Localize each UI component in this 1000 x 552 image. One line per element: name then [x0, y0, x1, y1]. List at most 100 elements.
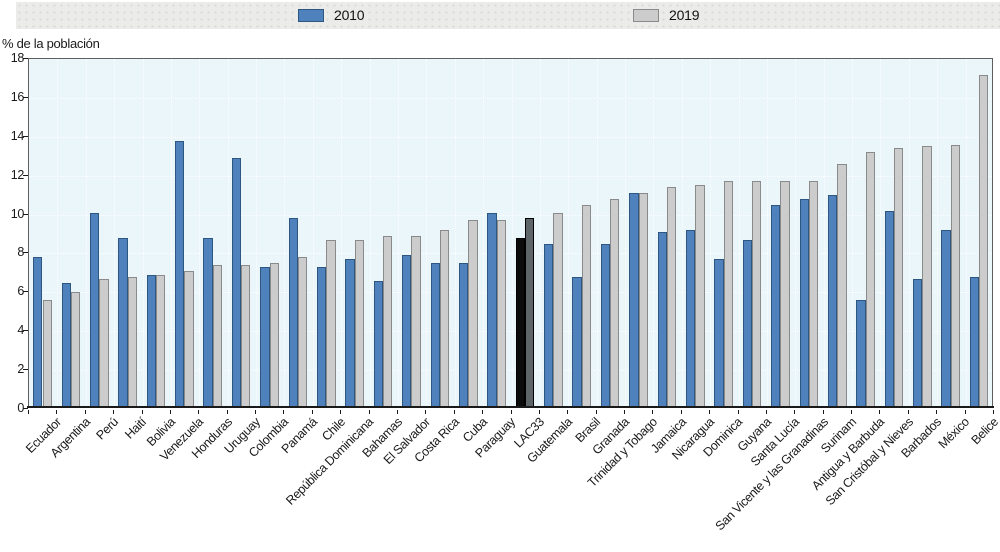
x-tick-mark: [84, 410, 86, 414]
x-tick-mark: [936, 410, 938, 414]
bar-2010-Paraguay: [487, 212, 497, 407]
gridline-vertical: [199, 59, 201, 407]
x-tick-mark: [169, 410, 171, 414]
bar-2019-Guyana: [752, 181, 762, 407]
bar-2019-Venezuela: [184, 270, 194, 407]
legend-swatch-2010-icon: [298, 8, 324, 22]
bar-2019-Granada: [610, 198, 620, 407]
gridline-horizontal: [29, 214, 992, 216]
bar-2019-Bahamas: [383, 235, 393, 407]
gridline-vertical: [397, 59, 399, 407]
y-tick-label: 14: [10, 128, 25, 143]
bar-2010-Ecuador: [33, 257, 43, 407]
legend-strip: 2010 2019: [16, 2, 1000, 29]
gridline-vertical: [227, 59, 229, 407]
bar-2019-Argentina: [70, 292, 81, 407]
bar-2019-Santa Lucía: [780, 181, 790, 407]
bar-2010-Venezuela: [175, 140, 185, 407]
y-tick-mark: [23, 213, 28, 215]
legend-label-2019: 2019: [669, 7, 700, 23]
gridline-vertical: [937, 59, 939, 407]
gridline-vertical: [369, 59, 371, 407]
y-tick-mark: [23, 96, 28, 98]
y-tick-mark: [23, 369, 28, 371]
y-tick-label: 0: [17, 401, 24, 415]
x-axis-line: [27, 406, 994, 408]
gridline-vertical: [170, 59, 172, 407]
bar-2010-Nicaragua: [685, 230, 696, 407]
bar-2010-San Cristóbal y Nieves: [884, 210, 894, 407]
gridline-horizontal: [29, 175, 992, 177]
bar-2019-Chile: [326, 239, 336, 407]
bar-2019-Nicaragua: [695, 185, 705, 407]
legend-label-2010: 2010: [334, 7, 365, 23]
x-tick-mark: [482, 410, 484, 414]
gridline-vertical: [426, 59, 428, 407]
bar-2019-Costa Rica: [439, 230, 450, 407]
x-tick-mark: [538, 410, 540, 414]
x-tick-mark: [255, 410, 257, 414]
gridline-vertical: [625, 59, 627, 407]
bar-2010-Barbados: [913, 278, 923, 407]
x-tick-mark: [765, 410, 767, 414]
gridline-horizontal: [29, 136, 992, 138]
bar-2010-Uruguay: [231, 158, 242, 407]
bar-2019-Barbados: [922, 146, 932, 407]
bar-2019-Panamá: [297, 257, 308, 407]
bar-2010-Chile: [317, 267, 327, 407]
x-tick-mark: [396, 410, 398, 414]
bar-2019-Paraguay: [496, 220, 506, 407]
bar-2010-Santa Lucía: [771, 204, 781, 407]
gridline-vertical: [454, 59, 456, 407]
gridline-vertical: [852, 59, 854, 407]
y-tick-mark: [23, 330, 28, 332]
x-tick-mark: [28, 410, 29, 414]
gridline-vertical: [681, 59, 683, 407]
y-tick-label: 10: [10, 206, 25, 221]
y-tick-label: 4: [17, 323, 24, 338]
bar-2010-Guyana: [742, 239, 753, 407]
gridline-vertical: [908, 59, 910, 407]
bar-2019-Surinam: [837, 163, 847, 407]
x-tick-mark: [141, 410, 143, 414]
bar-2010-Guatemala: [544, 243, 554, 407]
bar-2010-Trinidad y Tobago: [629, 193, 639, 407]
gridline-vertical: [483, 59, 485, 407]
bar-2010-México: [941, 230, 951, 407]
y-axis-title: % de la población: [2, 36, 100, 51]
y-tick-mark: [23, 174, 28, 176]
x-tick-mark: [794, 410, 796, 414]
bar-2010-Haití: [118, 237, 128, 407]
plot-area: [28, 58, 993, 408]
gridline-vertical: [312, 59, 314, 407]
x-tick-mark: [652, 410, 654, 414]
gridline-vertical: [568, 59, 570, 407]
x-tick-mark: [624, 410, 626, 414]
gridline-vertical: [823, 59, 825, 407]
bar-2019-Colombia: [269, 263, 279, 407]
bar-2019-Honduras: [212, 265, 223, 407]
legend-item-2019: 2019: [633, 7, 700, 23]
y-tick-label: 8: [17, 245, 24, 260]
gridline-vertical: [142, 59, 144, 407]
bar-2010-Bolivia: [146, 274, 157, 407]
bar-2019-El Salvador: [411, 235, 421, 407]
bar-2010-LAC33: [515, 237, 525, 407]
bar-2019-Uruguay: [241, 265, 251, 407]
gridline-vertical: [256, 59, 258, 407]
gridline-vertical: [738, 59, 740, 407]
bar-2010-Panamá: [288, 218, 298, 407]
bar-2019-México: [950, 144, 961, 407]
x-tick-mark: [226, 410, 228, 414]
bar-2019-Haití: [127, 276, 137, 407]
bar-2019-República Dominicana: [354, 239, 364, 407]
bar-2010-Perú: [89, 212, 100, 407]
bar-2010-Belice: [969, 276, 980, 407]
bar-2010-Cuba: [458, 263, 469, 407]
bar-2010-Antigua y Barbuda: [856, 300, 866, 407]
bar-2019-Cuba: [468, 220, 478, 407]
y-tick-label: 18: [10, 51, 25, 65]
x-tick-mark: [709, 410, 711, 414]
bar-2019-San Cristóbal y Nieves: [893, 148, 904, 407]
bar-2010-Bahamas: [373, 280, 384, 407]
